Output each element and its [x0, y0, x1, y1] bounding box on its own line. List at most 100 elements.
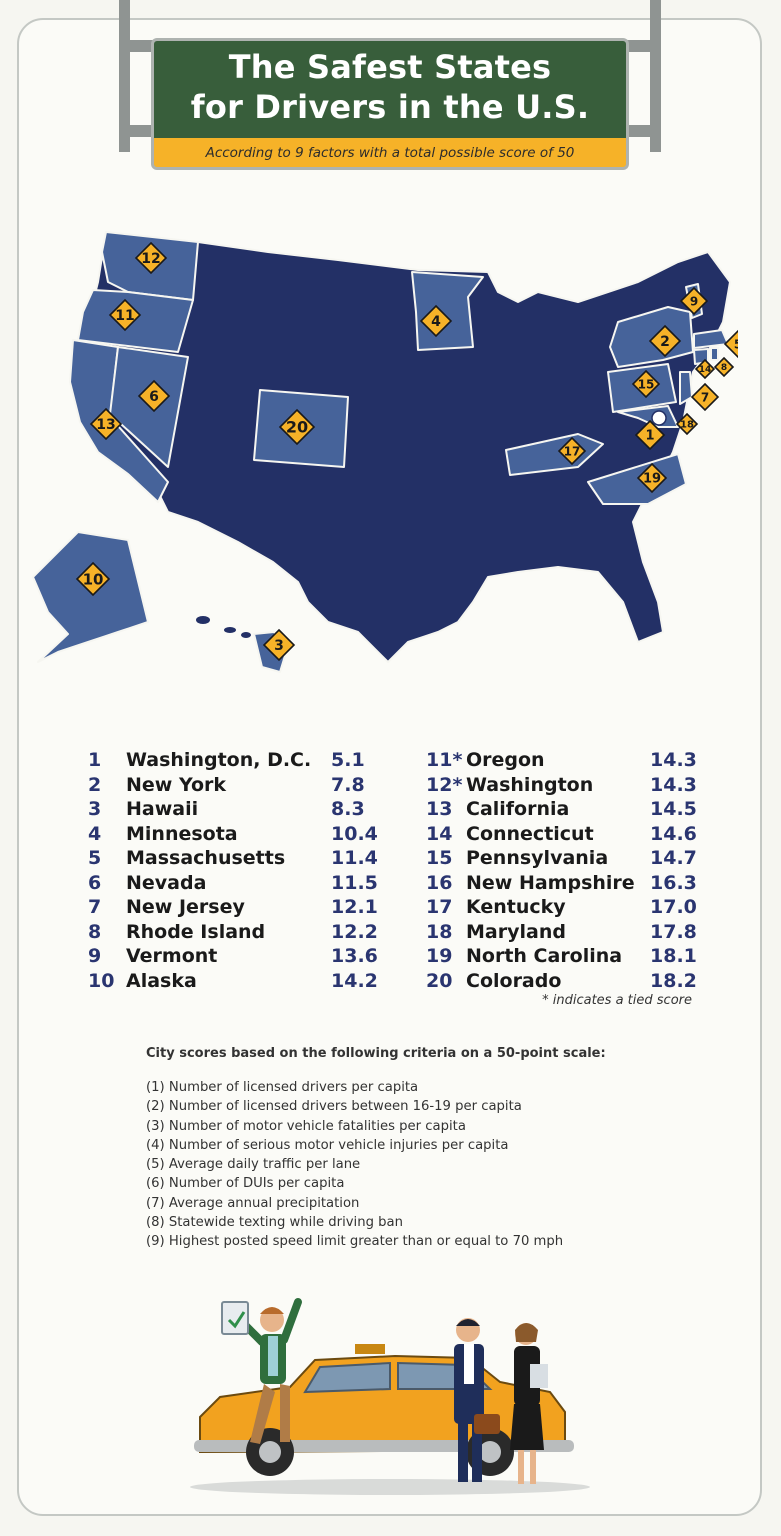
rankings-left: 1 Washington, D.C. 5.1 2 New York 7.8 3 Hawaii 8…	[88, 748, 378, 993]
taxi-sign	[355, 1344, 385, 1354]
sign-bracket	[119, 125, 159, 137]
state-score: 18.1	[650, 945, 697, 967]
state-new-york	[609, 306, 694, 368]
car-window	[303, 1361, 391, 1394]
rank-number: 5	[88, 847, 102, 869]
rank-row: 4 Minnesota 10.4	[88, 822, 378, 847]
state-name: California	[466, 798, 570, 820]
rank-marker-18: 18	[675, 412, 699, 436]
rank-number: 10	[88, 969, 115, 992]
state-alaska	[32, 531, 149, 663]
rank-row: 17 Kentucky 17.0	[426, 895, 697, 920]
rank-marker-label: 1	[645, 429, 654, 444]
criteria-item: (9) Highest posted speed limit greater t…	[146, 1234, 564, 1250]
rank-marker-label: 15	[638, 377, 655, 391]
car-people-illustration	[190, 1298, 590, 1495]
sign-post-left	[119, 0, 130, 152]
state-score: 11.4	[331, 847, 378, 869]
dc-circle	[651, 410, 667, 426]
state-score: 14.5	[650, 798, 697, 820]
sign-bracket	[119, 40, 159, 52]
criteria-item: (3) Number of motor vehicle fatalities p…	[146, 1118, 466, 1134]
lower-48-silhouette	[72, 231, 731, 663]
ground-shadow	[190, 1479, 590, 1495]
rank-marker-8: 8	[713, 356, 735, 378]
rank-marker-12: 12	[134, 241, 168, 275]
rank-row: 8 Rhode Island 12.2	[88, 920, 378, 945]
state-name: Pennsylvania	[466, 847, 609, 869]
state-name: Colorado	[466, 969, 562, 992]
rank-row: 2 New York 7.8	[88, 773, 378, 798]
rank-row: 3 Hawaii 8.3	[88, 797, 378, 822]
state-new-jersey	[679, 371, 693, 405]
rank-row: 6 Nevada 11.5	[88, 871, 378, 896]
person-green-jacket	[221, 1298, 302, 1444]
rank-number: 18	[426, 920, 453, 943]
rank-number: 12*	[426, 773, 463, 796]
rank-number: 3	[88, 798, 102, 820]
rank-marker-20: 20	[278, 408, 316, 446]
rank-marker-19: 19	[636, 462, 668, 494]
rank-row: 15 Pennsylvania 14.7	[426, 846, 697, 871]
rank-marker-1: 1	[634, 419, 666, 451]
sign-post-right	[650, 0, 661, 152]
rank-number: 17	[426, 896, 453, 918]
rank-row: 10 Alaska 14.2	[88, 969, 378, 994]
rank-row: 16 New Hampshire 16.3	[426, 871, 697, 896]
criteria-item: (7) Average annual precipitation	[146, 1195, 360, 1211]
rank-number: 8	[88, 920, 102, 943]
document-folder	[530, 1364, 548, 1388]
state-name: Hawaii	[126, 798, 199, 820]
state-score: 5.1	[331, 749, 365, 771]
rank-marker-15: 15	[631, 369, 661, 399]
rank-row: 19 North Carolina 18.1	[426, 944, 697, 969]
rank-marker-label: 20	[286, 418, 308, 437]
rank-marker-label: 17	[564, 444, 581, 458]
state-score: 14.7	[650, 847, 697, 869]
rank-marker-label: 18	[680, 419, 694, 430]
rank-number: 14	[426, 822, 453, 845]
briefcase	[474, 1414, 500, 1434]
state-name: Alaska	[126, 969, 197, 992]
criteria-item: (8) Statewide texting while driving ban	[146, 1215, 403, 1231]
rank-markers: 12 11 4 9 2 5 14 8 7 15 6 13 20 17 18 1 19 10 3	[75, 241, 738, 662]
rank-number: 6	[88, 871, 102, 894]
rank-number: 1	[88, 749, 102, 771]
state-shapes	[72, 231, 731, 663]
criteria-heading: City scores based on the following crite…	[146, 1046, 606, 1061]
rank-marker-label: 8	[721, 363, 727, 373]
rank-marker-label: 4	[431, 314, 441, 330]
us-map: 12 11 4 9 2 5 14 8 7 15 6 13 20 17 18 1 19 10 3	[32, 231, 738, 673]
state-name: New Hampshire	[466, 871, 635, 894]
rank-number: 2	[88, 773, 102, 796]
rank-number: 20	[426, 969, 453, 992]
state-rhode-island	[710, 347, 719, 361]
rank-number: 19	[426, 945, 453, 967]
rank-marker-7: 7	[690, 382, 720, 412]
rank-marker-label: 12	[141, 251, 160, 267]
state-score: 10.4	[331, 822, 378, 845]
rank-number: 4	[88, 822, 102, 845]
page-title-line1: The Safest States	[228, 48, 552, 86]
state-massachusetts	[693, 329, 729, 349]
rank-row: 9 Vermont 13.6	[88, 944, 378, 969]
state-name: Massachusetts	[126, 847, 286, 869]
criteria-list: (1) Number of licensed drivers per capit…	[146, 1078, 563, 1252]
rank-marker-4: 4	[419, 304, 453, 338]
rank-row: 18 Maryland 17.8	[426, 920, 697, 945]
person-woman	[510, 1323, 548, 1484]
state-name: Rhode Island	[126, 920, 266, 943]
rank-marker-label: 11	[115, 308, 134, 324]
state-score: 18.2	[650, 969, 697, 992]
rank-marker-6: 6	[137, 379, 171, 413]
state-name: Minnesota	[126, 822, 238, 845]
rank-number: 7	[88, 896, 102, 918]
rank-marker-label: 14	[699, 365, 712, 375]
rank-marker-label: 6	[149, 389, 159, 405]
state-score: 11.5	[331, 871, 378, 894]
state-name: Kentucky	[466, 896, 566, 918]
rankings-right: 11* Oregon 14.3 12* Washington 14.3 13 Californ…	[426, 748, 697, 993]
tie-note: * indicates a tied score	[542, 993, 692, 1008]
rank-marker-10: 10	[75, 561, 111, 597]
rank-marker-label: 7	[701, 390, 709, 404]
